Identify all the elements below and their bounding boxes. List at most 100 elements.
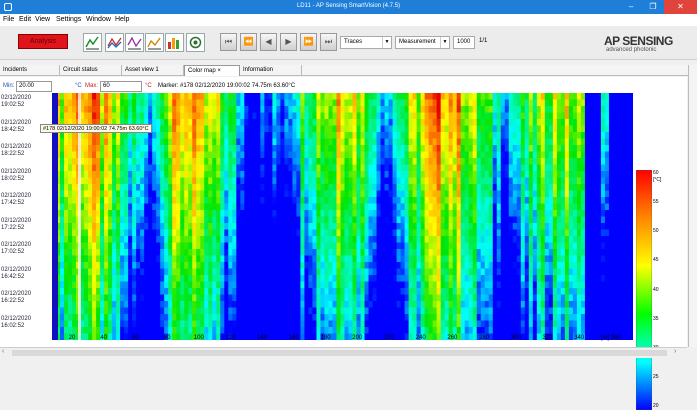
last-icon[interactable]: ⏭ xyxy=(320,33,337,51)
x-axis-label: 120 xyxy=(221,335,241,341)
ap-sensing-logo: AP SENSING advanced photonic xyxy=(604,34,692,56)
logo-subtitle: advanced photonic xyxy=(606,47,656,53)
x-axis-label: 140 xyxy=(252,335,272,341)
delta-trace-icon[interactable] xyxy=(125,33,144,52)
x-axis-label: 200 xyxy=(347,335,367,341)
color-scale-tick: 20 xyxy=(653,403,659,409)
x-axis-labels: 20 40 60 80 100 120 140 160 180 200 220 240 260 280 30… xyxy=(52,335,633,345)
x-axis-label: 100 xyxy=(189,335,209,341)
side-panel-strip[interactable] xyxy=(688,65,697,347)
min-unit: °C xyxy=(75,83,82,89)
min-label: Min: xyxy=(3,83,14,89)
settings-chart-icon[interactable] xyxy=(186,33,205,52)
x-axis-label: 240 xyxy=(411,335,431,341)
maximize-icon[interactable]: ❐ xyxy=(642,0,664,14)
tab-color-map-label: Color map xyxy=(188,68,216,74)
menu-file[interactable]: File xyxy=(3,16,14,23)
tab-circuit-status[interactable]: Circuit status xyxy=(60,65,122,76)
color-scale-bar xyxy=(636,170,652,410)
range-bar: Min: 20.00 °C Max: 60 °C Marker: #178 02… xyxy=(0,81,687,93)
play-icon[interactable]: ▶ xyxy=(280,33,297,51)
x-axis-label: 60 xyxy=(125,335,145,341)
y-axis-label: 02/12/2020 19:02:52 xyxy=(1,95,31,109)
logo-text: AP SENSING xyxy=(604,34,673,48)
y-axis-label: 02/12/2020 17:22:52 xyxy=(1,218,31,232)
x-axis-label: 220 xyxy=(379,335,399,341)
y-axis-label: 02/12/2020 17:42:52 xyxy=(1,193,31,207)
x-axis-label: 300 xyxy=(506,335,526,341)
window-title: LD11 - AP Sensing SmartVision (4.7.5) xyxy=(0,3,697,9)
menu-settings[interactable]: Settings xyxy=(56,16,81,23)
color-scale-tick: 55 xyxy=(653,199,659,205)
x-axis-label: 280 xyxy=(474,335,494,341)
horizontal-scrollbar[interactable]: ‹ › xyxy=(0,347,687,358)
scroll-left-icon[interactable]: ‹ xyxy=(2,348,4,355)
y-axis-label: 02/12/2020 16:22:52 xyxy=(1,291,31,305)
y-axis-label: 02/12/2020 16:02:52 xyxy=(1,316,31,330)
color-scale-unit: [°C] xyxy=(653,177,661,183)
measurement-select-value: Measurement xyxy=(399,39,436,45)
color-scale-tick: 25 xyxy=(653,374,659,380)
title-bar: LD11 - AP Sensing SmartVision (4.7.5) – … xyxy=(0,0,697,14)
step-back-icon[interactable]: ◀ xyxy=(260,33,277,51)
tab-information[interactable]: Information xyxy=(240,65,302,76)
y-axis-label: 02/12/2020 18:42:52 xyxy=(1,120,31,134)
y-axis-label: 02/12/2020 16:42:52 xyxy=(1,267,31,281)
multi-trace-icon[interactable] xyxy=(105,33,124,52)
chevron-down-icon: ▼ xyxy=(440,37,449,48)
x-axis-label: 180 xyxy=(316,335,336,341)
x-axis-label: 80 xyxy=(157,335,177,341)
close-icon[interactable]: ✕ xyxy=(664,0,697,14)
x-axis-label: [m] 360 xyxy=(596,335,626,341)
max-unit: °C xyxy=(145,83,152,89)
fast-forward-icon[interactable]: ⏩ xyxy=(300,33,317,51)
max-input[interactable]: 60 xyxy=(100,81,142,92)
minimize-icon[interactable]: – xyxy=(620,0,642,14)
menu-bar: File Edit View Settings Window Help xyxy=(0,14,697,26)
chevron-down-icon: ▼ xyxy=(382,37,391,48)
x-axis-label: 340 xyxy=(569,335,589,341)
color-scale-gradient xyxy=(636,170,652,410)
toolbar: Analysis ⏮ ⏪ ◀ ▶ ⏩ ⏭ Traces ▼ Measurement… xyxy=(0,26,697,60)
waterfall-icon[interactable] xyxy=(145,33,164,52)
trace-chart-icon[interactable] xyxy=(83,33,102,52)
x-axis-label: 320 xyxy=(538,335,558,341)
bar-chart-icon[interactable] xyxy=(165,33,184,52)
menu-help[interactable]: Help xyxy=(115,16,129,23)
tab-color-map[interactable]: Color map × xyxy=(184,65,240,76)
menu-edit[interactable]: Edit xyxy=(19,16,31,23)
color-scale-tick: 50 xyxy=(653,228,659,234)
color-scale-tick: 35 xyxy=(653,316,659,322)
x-axis-label: 260 xyxy=(442,335,462,341)
tab-asset-view[interactable]: Asset view 1 xyxy=(122,65,184,76)
first-icon[interactable]: ⏮ xyxy=(220,33,237,51)
page-indicator: 1/1 xyxy=(479,38,487,44)
menu-view[interactable]: View xyxy=(35,16,50,23)
marker-readout: Marker: #178 02/12/2020 19:00:02 74.75m … xyxy=(158,83,295,89)
y-axis-label: 02/12/2020 17:02:52 xyxy=(1,242,31,256)
close-icon[interactable]: × xyxy=(217,68,221,74)
menu-window[interactable]: Window xyxy=(86,16,111,23)
tab-bar: Incidents Circuit status Asset view 1 Co… xyxy=(0,65,697,76)
scrollbar-thumb[interactable] xyxy=(12,350,667,356)
count-input[interactable]: 1000 xyxy=(453,36,475,49)
color-scale-tick: 40 xyxy=(653,287,659,293)
tab-incidents[interactable]: Incidents xyxy=(0,65,60,76)
traces-select[interactable]: Traces ▼ xyxy=(340,36,392,49)
x-axis-label: 40 xyxy=(94,335,114,341)
y-axis-label: 02/12/2020 18:22:52 xyxy=(1,144,31,158)
y-axis-label: 02/12/2020 18:02:52 xyxy=(1,169,31,183)
traces-select-value: Traces xyxy=(344,39,362,45)
measurement-select[interactable]: Measurement ▼ xyxy=(395,36,450,49)
marker-tooltip: #178 02/12/2020 19:00:02 74.75m 63.60°C xyxy=(40,124,152,133)
color-scale-tick: 60 xyxy=(653,170,659,176)
color-map-view: Min: 20.00 °C Max: 60 °C Marker: #178 02… xyxy=(0,77,687,347)
scroll-right-icon[interactable]: › xyxy=(674,348,676,355)
rewind-icon[interactable]: ⏪ xyxy=(240,33,257,51)
x-axis-label: 20 xyxy=(62,335,82,341)
x-axis-label: 160 xyxy=(284,335,304,341)
max-label: Max: xyxy=(85,83,98,89)
analysis-button[interactable]: Analysis xyxy=(18,34,68,49)
color-scale-tick: 45 xyxy=(653,257,659,263)
min-input[interactable]: 20.00 xyxy=(16,81,52,92)
